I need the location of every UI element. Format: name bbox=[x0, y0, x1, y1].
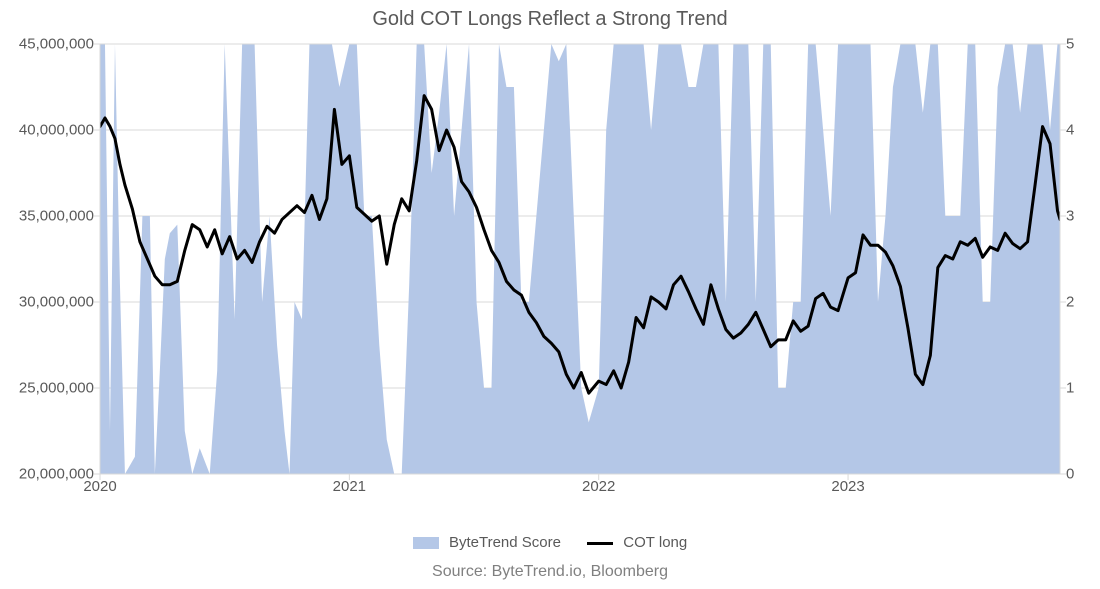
legend: ByteTrend Score COT long bbox=[0, 534, 1100, 551]
y-left-tick: 30,000,000 bbox=[4, 294, 94, 311]
x-tick: 2022 bbox=[582, 478, 615, 495]
y-right-tick: 5 bbox=[1066, 36, 1096, 53]
x-tick: 2020 bbox=[83, 478, 116, 495]
y-right-tick: 3 bbox=[1066, 208, 1096, 225]
legend-area-swatch bbox=[413, 537, 439, 549]
y-left-tick: 25,000,000 bbox=[4, 380, 94, 397]
legend-line-label: COT long bbox=[623, 534, 687, 551]
x-tick: 2021 bbox=[333, 478, 366, 495]
y-left-tick: 45,000,000 bbox=[4, 36, 94, 53]
y-right-tick: 1 bbox=[1066, 380, 1096, 397]
source-text: Source: ByteTrend.io, Bloomberg bbox=[0, 563, 1100, 581]
y-left-tick: 35,000,000 bbox=[4, 208, 94, 225]
legend-line-swatch bbox=[587, 542, 613, 545]
y-left-tick: 40,000,000 bbox=[4, 122, 94, 139]
y-right-tick: 2 bbox=[1066, 294, 1096, 311]
legend-area-label: ByteTrend Score bbox=[449, 534, 561, 551]
chart-title: Gold COT Longs Reflect a Strong Trend bbox=[0, 8, 1100, 31]
chart-container: Gold COT Longs Reflect a Strong Trend 20… bbox=[0, 0, 1100, 589]
bytetrend-area bbox=[100, 44, 1060, 474]
plot-svg bbox=[100, 44, 1060, 474]
x-tick: 2023 bbox=[831, 478, 864, 495]
y-right-tick: 4 bbox=[1066, 122, 1096, 139]
y-left-tick: 20,000,000 bbox=[4, 466, 94, 483]
y-right-tick: 0 bbox=[1066, 466, 1096, 483]
plot-area bbox=[100, 44, 1060, 474]
